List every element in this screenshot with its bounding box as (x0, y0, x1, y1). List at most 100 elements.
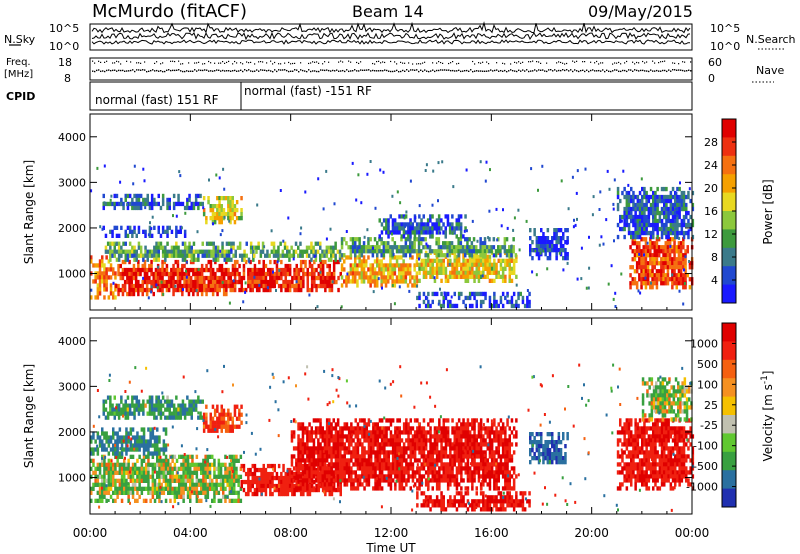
data-cell (96, 275, 100, 280)
data-cell (334, 241, 337, 246)
data-cell (135, 201, 138, 207)
data-cell (682, 241, 685, 246)
data-cell (673, 265, 676, 270)
data-cell (229, 279, 232, 285)
data-cell (200, 466, 203, 471)
data-cell (431, 222, 434, 227)
data-cell (664, 281, 667, 286)
data-cell (349, 279, 353, 284)
data-cell (652, 214, 655, 220)
data-cell (220, 271, 224, 277)
data-cell (667, 234, 670, 240)
data-cell (107, 470, 111, 475)
data-cell (179, 201, 182, 207)
data-cell (625, 198, 629, 204)
data-cell (503, 237, 507, 242)
nave-point (572, 60, 574, 62)
data-cell (656, 194, 659, 200)
data-cell (387, 249, 390, 254)
data-cell (638, 210, 642, 216)
data-cell (444, 253, 447, 258)
data-cell (673, 249, 676, 254)
data-cell (172, 291, 175, 297)
data-cell (562, 232, 565, 237)
data-cell (308, 287, 312, 293)
data-cell (442, 253, 445, 258)
data-cell (219, 498, 223, 503)
data-cell (302, 491, 305, 497)
data-cell (453, 291, 456, 297)
data-cell (415, 226, 419, 231)
data-cell (459, 230, 463, 235)
data-cell (240, 275, 243, 281)
data-cell (319, 434, 322, 439)
data-cell (200, 482, 203, 487)
data-cell (139, 253, 143, 258)
data-cell (479, 291, 483, 297)
data-cell (475, 258, 478, 263)
data-cell (413, 283, 416, 288)
data-cell (118, 490, 122, 495)
sparse-cell (426, 296, 429, 300)
data-cell (183, 283, 186, 289)
data-cell (162, 474, 166, 479)
data-cell (170, 253, 174, 258)
data-cell (179, 249, 182, 254)
data-cell (310, 263, 314, 269)
data-cell (143, 271, 147, 277)
data-cell (104, 249, 108, 254)
freq-point (378, 70, 380, 72)
data-cell (159, 241, 163, 246)
data-cell (341, 462, 344, 467)
data-cell (193, 462, 196, 467)
data-cell (345, 422, 349, 427)
data-cell (380, 237, 383, 242)
data-cell (623, 186, 626, 192)
data-cell (508, 278, 511, 283)
data-cell (271, 271, 274, 277)
data-cell (269, 275, 272, 281)
data-cell (521, 295, 525, 301)
nave-point (194, 62, 196, 64)
data-cell (284, 275, 287, 281)
data-cell (123, 462, 126, 467)
data-cell (635, 281, 639, 286)
data-cell (455, 270, 459, 275)
colorbar-segment (722, 137, 736, 157)
freq-point (188, 70, 190, 73)
data-cell (288, 479, 292, 485)
data-cell (260, 475, 263, 481)
data-cell (345, 462, 349, 467)
data-cell (153, 439, 157, 444)
data-cell (411, 230, 414, 235)
data-cell (646, 273, 650, 278)
data-cell (138, 482, 141, 487)
data-cell (163, 271, 166, 277)
data-cell (293, 271, 296, 277)
data-cell (660, 198, 664, 204)
data-cell (321, 253, 324, 258)
data-cell (446, 253, 449, 258)
data-cell (127, 490, 130, 495)
data-cell (380, 263, 383, 268)
data-cell (202, 212, 206, 217)
data-cell (317, 418, 320, 423)
data-cell (310, 446, 313, 451)
sparse-cell (644, 276, 647, 280)
data-cell (418, 222, 421, 227)
data-cell (222, 482, 225, 487)
data-cell (166, 205, 169, 211)
data-cell (387, 263, 390, 268)
sparse-cell (588, 235, 590, 239)
data-cell (306, 434, 309, 439)
data-cell (677, 281, 681, 286)
data-cell (251, 287, 254, 293)
data-cell (186, 478, 190, 483)
data-cell (437, 214, 441, 219)
data-cell (315, 475, 318, 481)
data-cell (98, 482, 102, 487)
data-cell (109, 249, 112, 254)
data-cell (269, 463, 272, 469)
data-cell (118, 451, 122, 456)
data-cell (131, 253, 134, 258)
